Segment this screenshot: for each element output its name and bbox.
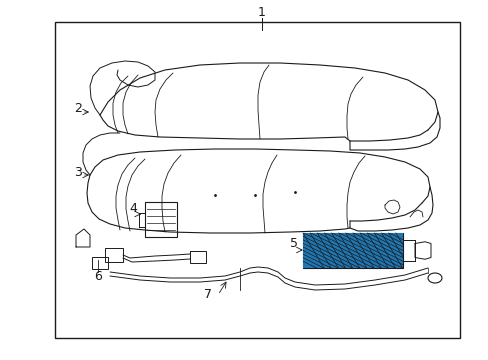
Text: 7: 7 [203, 288, 212, 302]
Text: 5: 5 [289, 237, 297, 249]
Text: 2: 2 [74, 102, 82, 114]
Text: 3: 3 [74, 166, 82, 179]
Bar [55, 22, 459, 338]
Bar [303, 233, 402, 268]
Bar [105, 248, 123, 262]
Text: 6: 6 [94, 270, 102, 284]
Bar [190, 251, 205, 263]
Bar [92, 257, 108, 269]
Text: 4: 4 [129, 202, 137, 215]
Bar [303, 233, 402, 268]
Bar [145, 202, 177, 237]
Text: 1: 1 [258, 5, 265, 18]
